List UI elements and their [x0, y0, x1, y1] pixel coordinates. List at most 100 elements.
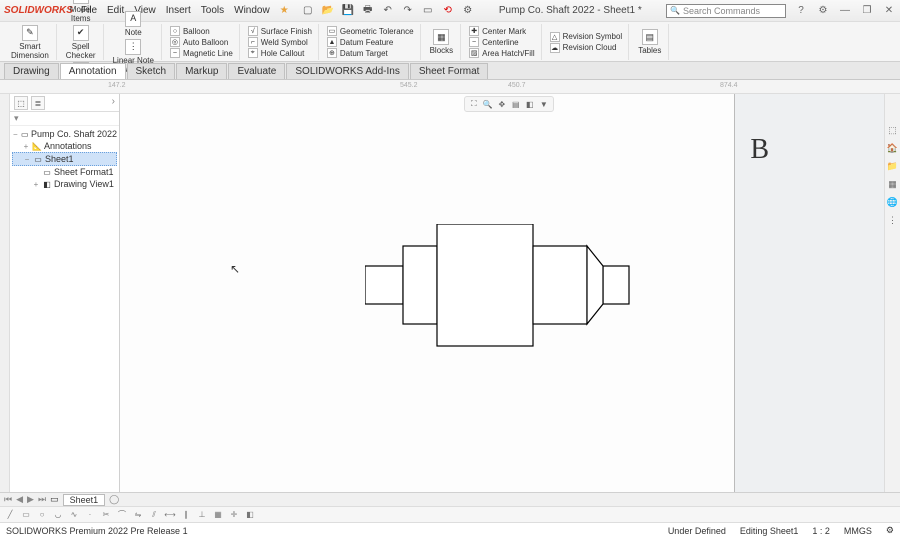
revision-cloud-button[interactable]: ☁Revision Cloud [548, 43, 625, 53]
options-icon[interactable]: ⚙ [461, 4, 475, 18]
display-style-icon[interactable]: ◧ [524, 98, 536, 110]
tree-root[interactable]: −▭ Pump Co. Shaft 2022 [12, 128, 117, 140]
search-input[interactable]: Search Commands [666, 4, 786, 18]
tab-markup[interactable]: Markup [176, 63, 227, 79]
feature-tree[interactable]: −▭ Pump Co. Shaft 2022 +📐 Annotations −▭… [10, 126, 119, 192]
pan-icon[interactable]: ✥ [496, 98, 508, 110]
appearances-icon[interactable]: 🌐 [887, 196, 899, 208]
sketch-mode-icon[interactable]: ◧ [244, 509, 256, 521]
balloon-button[interactable]: ○Balloon [168, 26, 235, 36]
save-icon[interactable]: 💾 [341, 4, 355, 18]
tree-item-label: Sheet Format1 [54, 167, 114, 177]
sketch-circle-icon[interactable]: ○ [36, 509, 48, 521]
sketch-point-icon[interactable]: · [84, 509, 96, 521]
tree-drawing-view[interactable]: +◧ Drawing View1 [12, 178, 117, 190]
property-manager-icon[interactable]: ≣ [31, 96, 45, 110]
sketch-line-icon[interactable]: ╱ [4, 509, 16, 521]
revision-symbol-button[interactable]: △Revision Symbol [548, 32, 625, 42]
sketch-grid-icon[interactable]: ▦ [212, 509, 224, 521]
view-palette-icon[interactable]: ▦ [887, 178, 899, 190]
status-units[interactable]: MMGS [844, 526, 872, 536]
center-mark-button[interactable]: ✚Center Mark [467, 26, 536, 36]
sketch-arc-icon[interactable]: ◡ [52, 509, 64, 521]
sheet-tab-1[interactable]: Sheet1 [63, 494, 106, 506]
auto-balloon-button[interactable]: ◎Auto Balloon [168, 37, 235, 47]
tables-button[interactable]: ▤Tables [635, 29, 664, 55]
settings-icon[interactable]: ⚙ [816, 5, 830, 16]
sheet-next-icon[interactable]: ▶ [27, 494, 34, 505]
select-icon[interactable]: ▭ [421, 4, 435, 18]
smart-dimension-button[interactable]: ✎SmartDimension [8, 25, 52, 60]
hole-callout-button[interactable]: ⌖Hole Callout [246, 48, 314, 58]
add-sheet-icon[interactable]: ◯ [109, 494, 119, 505]
redo-icon[interactable]: ↷ [401, 4, 415, 18]
ruler-mark: 545.2 [400, 82, 418, 89]
tab-addins[interactable]: SOLIDWORKS Add-Ins [286, 63, 408, 79]
orientation-icon[interactable]: ▼ [538, 98, 550, 110]
sheet-first-icon[interactable]: ⏮ [4, 494, 12, 505]
minimize-icon[interactable]: — [838, 5, 852, 16]
new-icon[interactable]: ▢ [301, 4, 315, 18]
tree-item-label: Annotations [44, 141, 92, 151]
sketch-mirror-icon[interactable]: ⇋ [132, 509, 144, 521]
section-icon[interactable]: ▤ [510, 98, 522, 110]
tab-evaluate[interactable]: Evaluate [228, 63, 285, 79]
resources-icon[interactable]: ⬚ [887, 124, 899, 136]
open-icon[interactable]: 📂 [321, 4, 335, 18]
sheet-prev-icon[interactable]: ◀ [16, 494, 23, 505]
spell-checker-button[interactable]: ✔SpellChecker [63, 25, 99, 60]
status-customize-icon[interactable]: ⚙ [886, 525, 894, 536]
sketch-con-icon[interactable]: ⊥ [196, 509, 208, 521]
feature-manager-icon[interactable]: ⬚ [14, 96, 28, 110]
zoom-area-icon[interactable]: 🔍 [482, 98, 494, 110]
sheet-icon: ▭ [33, 154, 43, 164]
tree-filter[interactable]: ▾ [10, 112, 119, 126]
file-explorer-icon[interactable]: 📁 [887, 160, 899, 172]
magnetic-line-button[interactable]: ⎯Magnetic Line [168, 48, 235, 58]
tree-expand-icon[interactable]: › [112, 96, 115, 109]
tab-sketch[interactable]: Sketch [127, 63, 176, 79]
sketch-trim-icon[interactable]: ✂ [100, 509, 112, 521]
print-icon[interactable]: 🖶 [361, 4, 375, 18]
sketch-fillet-icon[interactable]: ⌒ [116, 509, 128, 521]
model-items-button[interactable]: ◫ModelItems [67, 0, 95, 23]
tab-sheet-format[interactable]: Sheet Format [410, 63, 489, 79]
tab-drawing[interactable]: Drawing [4, 63, 59, 79]
tab-annotation[interactable]: Annotation [60, 63, 126, 79]
menu-more-icon[interactable]: ★ [280, 5, 289, 16]
geometric-tolerance-button[interactable]: ▭Geometric Tolerance [325, 26, 416, 36]
menu-tools[interactable]: Tools [201, 5, 224, 16]
note-button[interactable]: ANote [122, 11, 145, 37]
custom-props-icon[interactable]: ⋮ [887, 214, 899, 226]
area-hatch-button[interactable]: ▨Area Hatch/Fill [467, 48, 536, 58]
restore-icon[interactable]: ❐ [860, 5, 874, 16]
tree-sheet-format[interactable]: ▭ Sheet Format1 [12, 166, 117, 178]
sketch-rect-icon[interactable]: ▭ [20, 509, 32, 521]
datum-feature-button[interactable]: ▲Datum Feature [325, 37, 416, 47]
blocks-button[interactable]: ▦Blocks [427, 29, 457, 55]
sheet-last-icon[interactable]: ⏭ [38, 494, 46, 505]
menu-insert[interactable]: Insert [166, 5, 191, 16]
zoom-fit-icon[interactable]: ⛶ [468, 98, 480, 110]
menu-window[interactable]: Window [234, 5, 270, 16]
sketch-dim-icon[interactable]: ⟷ [164, 509, 176, 521]
help-icon[interactable]: ? [794, 5, 808, 16]
status-scale[interactable]: 1 : 2 [812, 526, 830, 536]
datum-target-button[interactable]: ⊕Datum Target [325, 48, 416, 58]
tree-sheet1[interactable]: −▭ Sheet1 [12, 152, 117, 166]
close-icon[interactable]: ✕ [882, 5, 896, 16]
design-library-icon[interactable]: 🏠 [887, 142, 899, 154]
sketch-offset-icon[interactable]: ⫽ [148, 509, 160, 521]
status-defined: Under Defined [668, 526, 726, 536]
sketch-spline-icon[interactable]: ∿ [68, 509, 80, 521]
tree-annotations[interactable]: +📐 Annotations [12, 140, 117, 152]
sketch-snap-icon[interactable]: ✛ [228, 509, 240, 521]
weld-symbol-button[interactable]: ⌐Weld Symbol [246, 37, 314, 47]
sketch-rel-icon[interactable]: ∥ [180, 509, 192, 521]
undo-icon[interactable]: ↶ [381, 4, 395, 18]
rebuild-icon[interactable]: ⟲ [441, 4, 455, 18]
surface-finish-button[interactable]: √Surface Finish [246, 26, 314, 36]
window-title: Pump Co. Shaft 2022 - Sheet1 * [475, 5, 666, 16]
centerline-button[interactable]: ⎯Centerline [467, 37, 536, 47]
drawing-canvas[interactable]: ⤢ — ✕ ⛶ 🔍 ✥ ▤ ◧ ▼ ↖ B [120, 94, 884, 492]
